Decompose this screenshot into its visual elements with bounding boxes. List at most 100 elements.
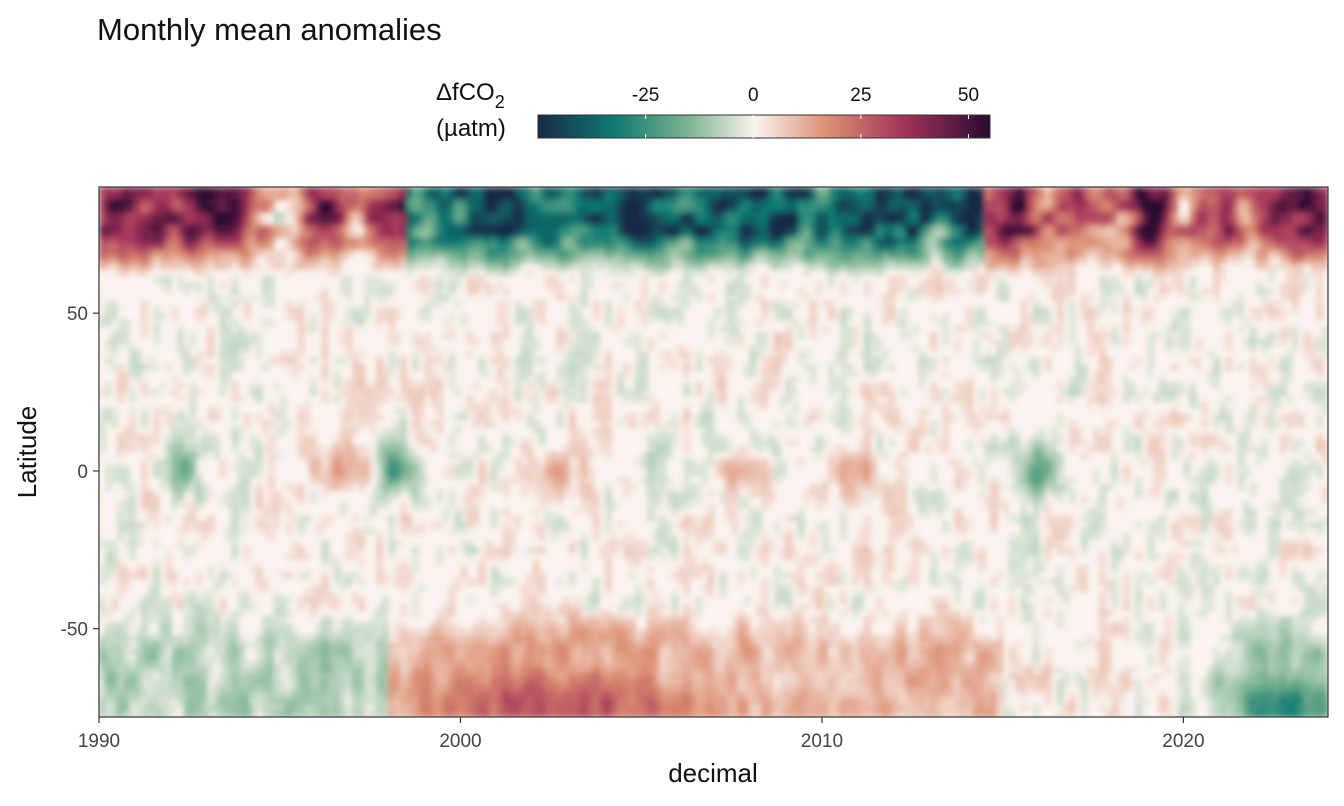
- heatmap-cell: [249, 660, 257, 668]
- heatmap-cell: [279, 496, 287, 504]
- heatmap-cell: [629, 666, 636, 674]
- heatmap-cell: [189, 407, 197, 415]
- heatmap-cell: [647, 250, 654, 258]
- heatmap-cell: [376, 357, 383, 365]
- heatmap-cell: [436, 641, 444, 649]
- heatmap-cell: [587, 338, 594, 346]
- heatmap-cell: [309, 470, 317, 478]
- heatmap-cell: [635, 332, 642, 340]
- heatmap-cell: [117, 647, 124, 655]
- heatmap-cell: [496, 224, 504, 232]
- heatmap-cell: [183, 672, 191, 680]
- heatmap-cell: [105, 546, 112, 554]
- heatmap-cell: [514, 250, 522, 258]
- heatmap-cell: [508, 269, 516, 277]
- heatmap-cell: [255, 231, 263, 239]
- heatmap-cell: [424, 199, 432, 207]
- heatmap-cell: [213, 445, 221, 453]
- heatmap-cell: [99, 540, 106, 548]
- heatmap-cell: [376, 546, 383, 554]
- heatmap-cell: [442, 294, 450, 302]
- heatmap-cell: [406, 653, 414, 661]
- heatmap-cell: [327, 622, 335, 630]
- heatmap-cell: [472, 672, 480, 680]
- heatmap-cell: [472, 483, 480, 491]
- heatmap-cell: [183, 704, 191, 712]
- heatmap-cell: [141, 420, 148, 428]
- heatmap-cell: [538, 647, 546, 655]
- heatmap-cell: [496, 685, 504, 693]
- heatmap-cell: [418, 262, 426, 270]
- heatmap-cell: [358, 559, 365, 567]
- heatmap-cell: [550, 641, 558, 649]
- heatmap-cell: [647, 641, 654, 649]
- heatmap-cell: [123, 641, 130, 649]
- heatmap-cell: [285, 704, 293, 712]
- heatmap-cell: [159, 224, 166, 232]
- heatmap-cell: [153, 306, 160, 314]
- heatmap-cell: [647, 187, 654, 195]
- heatmap-cell: [352, 704, 359, 712]
- heatmap-cell: [617, 704, 624, 712]
- heatmap-cell: [454, 300, 462, 308]
- heatmap-cell: [635, 306, 642, 314]
- heatmap-cell: [611, 710, 618, 717]
- heatmap-cell: [460, 224, 468, 232]
- heatmap-cell: [135, 193, 142, 201]
- heatmap-cell: [189, 458, 197, 466]
- heatmap-cell: [623, 704, 630, 712]
- heatmap-cell: [490, 231, 498, 239]
- heatmap-cell: [225, 635, 233, 643]
- heatmap-cell: [213, 256, 221, 264]
- heatmap-cell: [593, 672, 600, 680]
- heatmap-cell: [382, 376, 389, 384]
- heatmap-cell: [647, 205, 654, 213]
- heatmap-cell: [496, 464, 504, 472]
- heatmap-cell: [683, 281, 691, 289]
- heatmap-cell: [219, 205, 227, 213]
- heatmap-cell: [623, 212, 630, 220]
- heatmap-cell: [442, 660, 450, 668]
- heatmap-cell: [496, 193, 504, 201]
- heatmap-cell: [574, 338, 582, 346]
- heatmap-cell: [159, 698, 166, 706]
- heatmap-cell: [574, 193, 582, 201]
- heatmap-cell: [352, 414, 359, 422]
- heatmap-cell: [460, 496, 468, 504]
- heatmap-cell: [267, 508, 275, 516]
- heatmap-cell: [285, 199, 293, 207]
- heatmap-cell: [502, 250, 510, 258]
- heatmap-cell: [273, 452, 281, 460]
- heatmap-cell: [424, 710, 432, 717]
- heatmap-cell: [321, 628, 329, 636]
- heatmap-cell: [424, 439, 432, 447]
- heatmap-cell: [340, 452, 347, 460]
- heatmap-cell: [243, 199, 251, 207]
- heatmap-cell: [135, 237, 142, 245]
- heatmap-cell: [478, 218, 486, 226]
- heatmap-cell: [309, 319, 317, 327]
- heatmap-cell: [623, 628, 630, 636]
- heatmap-cell: [647, 470, 654, 478]
- heatmap-cell: [346, 672, 353, 680]
- heatmap-cell: [291, 553, 299, 561]
- heatmap-cell: [376, 262, 383, 270]
- heatmap-cell: [629, 205, 636, 213]
- heatmap-cell: [550, 250, 558, 258]
- heatmap-cell: [105, 470, 112, 478]
- heatmap-cell: [135, 243, 142, 251]
- heatmap-cell: [261, 704, 269, 712]
- heatmap-cell: [677, 243, 685, 251]
- heatmap-cell: [641, 635, 648, 643]
- heatmap-cell: [153, 433, 160, 441]
- heatmap-cell: [147, 609, 154, 617]
- heatmap-cell: [562, 521, 570, 529]
- heatmap-cell: [538, 376, 546, 384]
- heatmap-cell: [237, 502, 245, 510]
- heatmap-cell: [99, 199, 106, 207]
- heatmap-cell: [327, 300, 335, 308]
- heatmap-cell: [677, 571, 685, 579]
- heatmap-cell: [484, 540, 492, 548]
- heatmap-cell: [562, 704, 570, 712]
- heatmap-cell: [249, 565, 257, 573]
